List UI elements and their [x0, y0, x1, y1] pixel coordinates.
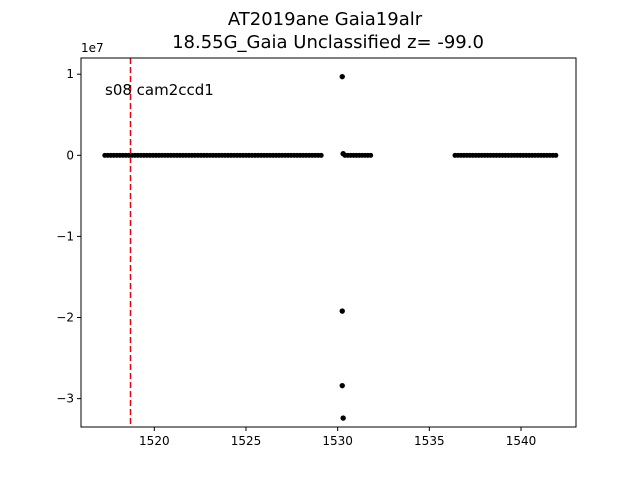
y-tick-label: 0 — [66, 148, 74, 162]
y-tick-label: −1 — [56, 229, 74, 243]
data-point — [318, 152, 324, 158]
outlier-point-5 — [340, 415, 346, 421]
y-axis: 1 0 −1 −2 −3 — [56, 67, 81, 406]
outlier-point-1 — [339, 73, 345, 80]
x-axis: 1520 1525 1530 1535 1540 — [139, 427, 536, 448]
chart-title: AT2019ane Gaia19alr — [228, 9, 423, 30]
plot-area — [102, 58, 559, 427]
data-point — [368, 152, 374, 158]
chart-subtitle: 18.55G_Gaia Unclassified z= -99.0 — [172, 32, 484, 53]
x-tick-label: 1520 — [139, 434, 170, 448]
y-tick-label: −2 — [56, 311, 74, 325]
y-tick-label: −3 — [56, 392, 74, 406]
axes-frame — [80, 57, 577, 428]
x-tick-label: 1535 — [414, 434, 445, 448]
sector-camera-annotation: s08 cam2ccd1 — [105, 81, 214, 99]
x-tick-label: 1540 — [506, 434, 537, 448]
x-tick-label: 1530 — [322, 434, 353, 448]
y-axis-offset-label: 1e7 — [81, 41, 104, 55]
outlier-point-3 — [339, 308, 345, 314]
y-tick-label: 1 — [66, 67, 74, 81]
outlier-point-4 — [339, 382, 345, 389]
x-tick-label: 1525 — [231, 434, 262, 448]
data-point — [553, 152, 559, 158]
outlier-point-2 — [340, 150, 346, 157]
